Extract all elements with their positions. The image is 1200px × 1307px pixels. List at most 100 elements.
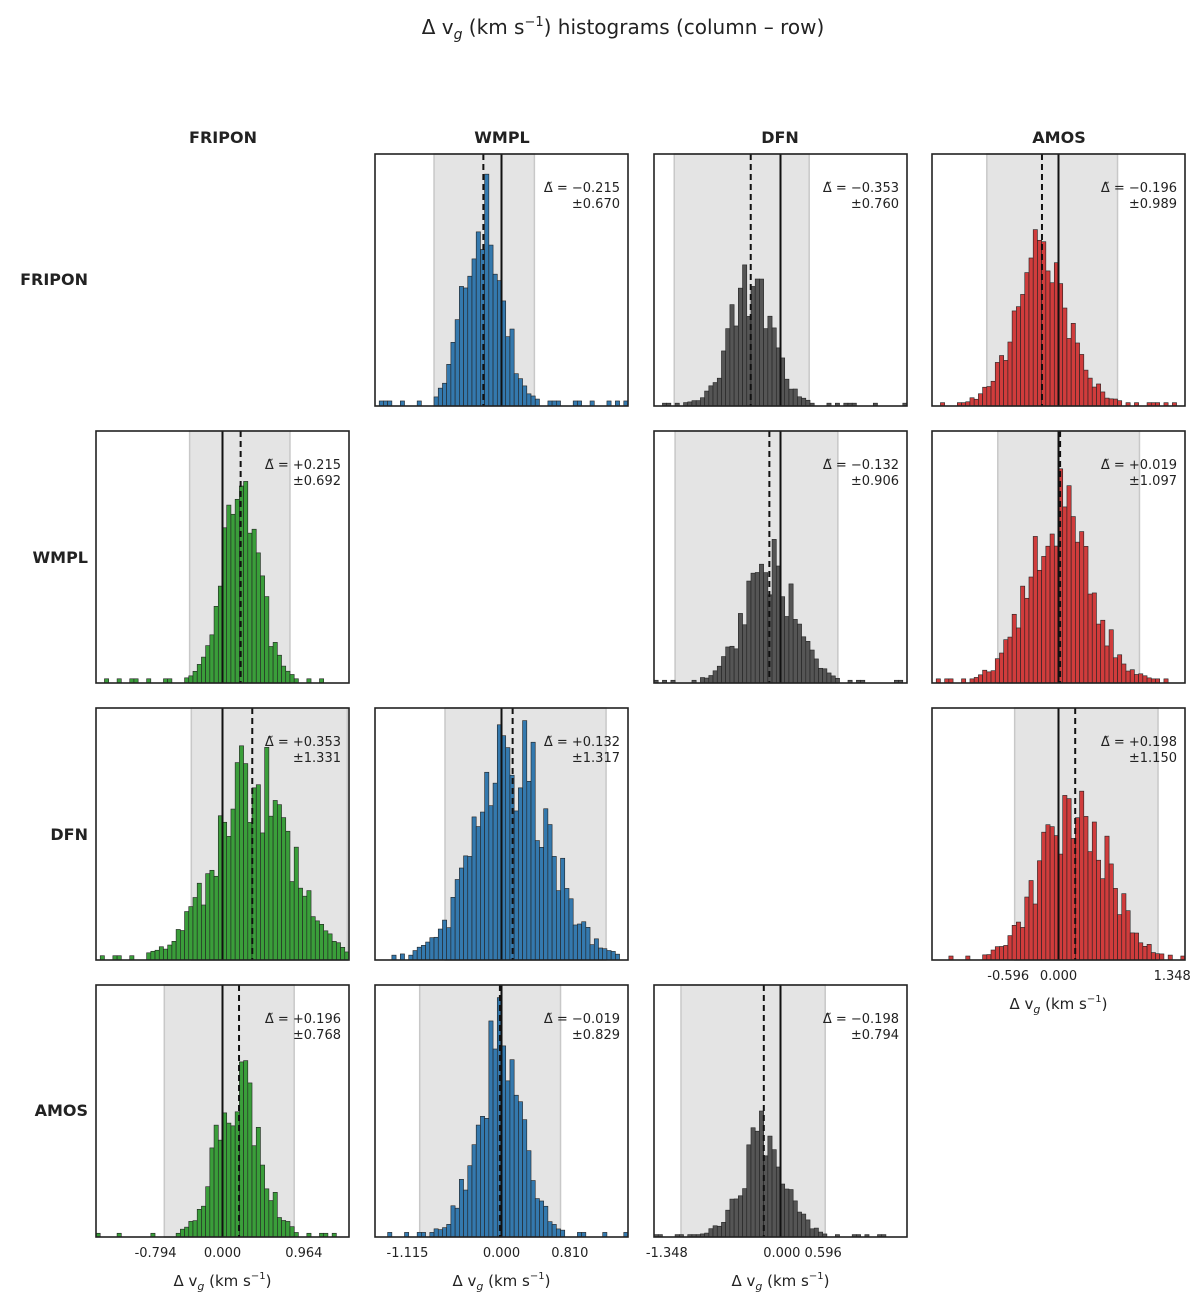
histogram-bar <box>180 930 185 961</box>
tick-label: -1.115 <box>387 1246 429 1261</box>
histogram-bar <box>475 1124 481 1238</box>
histogram-bar <box>180 1228 185 1238</box>
tick-label: 0.964 <box>285 1246 322 1261</box>
histogram-bar <box>1041 556 1047 684</box>
histogram-bar <box>801 397 807 407</box>
histogram-bar <box>784 378 790 407</box>
histogram-bar <box>771 327 777 407</box>
median-annotation: Δ̃ = −0.132 <box>823 458 899 473</box>
histogram-bar <box>712 1225 718 1238</box>
histogram-bar <box>272 642 278 684</box>
row-header-dfn: DFN <box>50 825 88 844</box>
histogram-bar <box>1096 383 1101 407</box>
spread-annotation: ±0.794 <box>851 1028 899 1043</box>
histogram-bar <box>1155 953 1160 961</box>
histogram-bar <box>738 1195 743 1238</box>
histogram-bar <box>754 572 760 684</box>
histogram-bar <box>1028 576 1034 684</box>
histogram-bar <box>327 933 333 961</box>
tick-label: 0.810 <box>551 1246 588 1261</box>
histogram-bar <box>505 1080 511 1238</box>
histogram-bar <box>1129 669 1135 684</box>
histogram-bar <box>1104 397 1110 407</box>
histogram-bar <box>530 741 536 961</box>
histogram-bar <box>1011 613 1017 684</box>
histogram-bar <box>437 387 443 407</box>
histogram-bar <box>610 951 616 961</box>
histogram-bar <box>260 575 265 684</box>
histogram-bar <box>446 927 452 961</box>
histogram-bar <box>1113 657 1118 684</box>
histogram-bar <box>695 400 701 407</box>
histogram-bar <box>484 771 490 961</box>
histogram-bar <box>234 762 240 961</box>
histogram-bar <box>213 875 219 961</box>
column-header-amos: AMOS <box>1032 128 1085 147</box>
panel-wmpl-dfn: Δ̃ = −0.132±0.906 <box>653 430 908 684</box>
histogram-bar <box>1028 880 1034 961</box>
panel-fripon-amos: Δ̃ = −0.196±0.989 <box>931 153 1186 407</box>
histogram-bar <box>716 377 722 407</box>
histogram-bar <box>1024 272 1030 407</box>
histogram-bar <box>1032 229 1038 407</box>
histogram-bar <box>526 781 532 961</box>
histogram-bar <box>1011 310 1017 407</box>
histogram-bar <box>759 278 764 407</box>
histogram-bar <box>1032 903 1038 961</box>
histogram-bar <box>226 1122 232 1238</box>
histogram-bar <box>1104 835 1110 961</box>
histogram-bar <box>205 1186 211 1238</box>
histogram-bar <box>230 1125 236 1238</box>
histogram-bar <box>1020 927 1026 961</box>
histogram-bar <box>539 847 544 961</box>
histogram-bar <box>560 857 566 961</box>
histogram-bar <box>239 745 244 961</box>
histogram-bar <box>184 911 190 961</box>
histogram-bar <box>564 888 570 961</box>
histogram-bar <box>1045 270 1051 407</box>
panel-frame <box>374 984 629 1238</box>
histogram-bar <box>209 634 215 684</box>
histogram-bar <box>1100 391 1106 407</box>
histogram-bar <box>809 1228 815 1238</box>
histogram-bar <box>797 396 802 407</box>
histogram-bar <box>196 882 202 961</box>
column-header-wmpl: WMPL <box>474 128 530 147</box>
histogram-bar <box>712 670 718 684</box>
histogram-bar <box>534 840 540 961</box>
tick-label: 0.000 <box>1040 969 1077 984</box>
histogram-bar <box>416 946 422 961</box>
histogram-bar <box>201 904 206 961</box>
tick-label: -1.348 <box>646 1246 688 1261</box>
histogram-bar <box>729 1198 735 1238</box>
histogram-bar <box>767 1135 773 1238</box>
histogram-bar <box>581 921 587 961</box>
histogram-bar <box>729 304 735 407</box>
histogram-bar <box>298 887 303 961</box>
histogram-bar <box>260 832 265 961</box>
histogram-bar <box>572 924 578 961</box>
histogram-bar <box>526 393 532 407</box>
histogram-bar <box>973 677 979 684</box>
histogram-bar <box>463 855 469 961</box>
histogram-bar <box>1062 307 1068 407</box>
panel-wmpl-amos: Δ̃ = +0.019±1.097 <box>931 430 1186 684</box>
column-header-fripon: FRIPON <box>189 128 257 147</box>
histogram-bar <box>746 1144 752 1238</box>
histogram-bar <box>1003 945 1009 961</box>
histogram-bar <box>788 583 794 684</box>
histogram-bar <box>1070 323 1076 407</box>
histogram-bar <box>716 1225 722 1238</box>
panel-frame <box>931 430 1186 684</box>
histogram-bar <box>1062 795 1068 961</box>
panel-fripon-wmpl: Δ̃ = −0.215±0.670 <box>374 153 629 407</box>
histogram-bar <box>205 873 211 961</box>
histogram-bar <box>818 667 823 684</box>
histogram-bar <box>1083 816 1089 961</box>
panel-frame <box>374 153 629 407</box>
histogram-bar <box>1037 569 1042 684</box>
spread-annotation: ±0.692 <box>293 474 341 489</box>
histogram-bar <box>547 1221 553 1238</box>
histogram-bar <box>1125 670 1131 684</box>
histogram-bar <box>433 1228 439 1238</box>
